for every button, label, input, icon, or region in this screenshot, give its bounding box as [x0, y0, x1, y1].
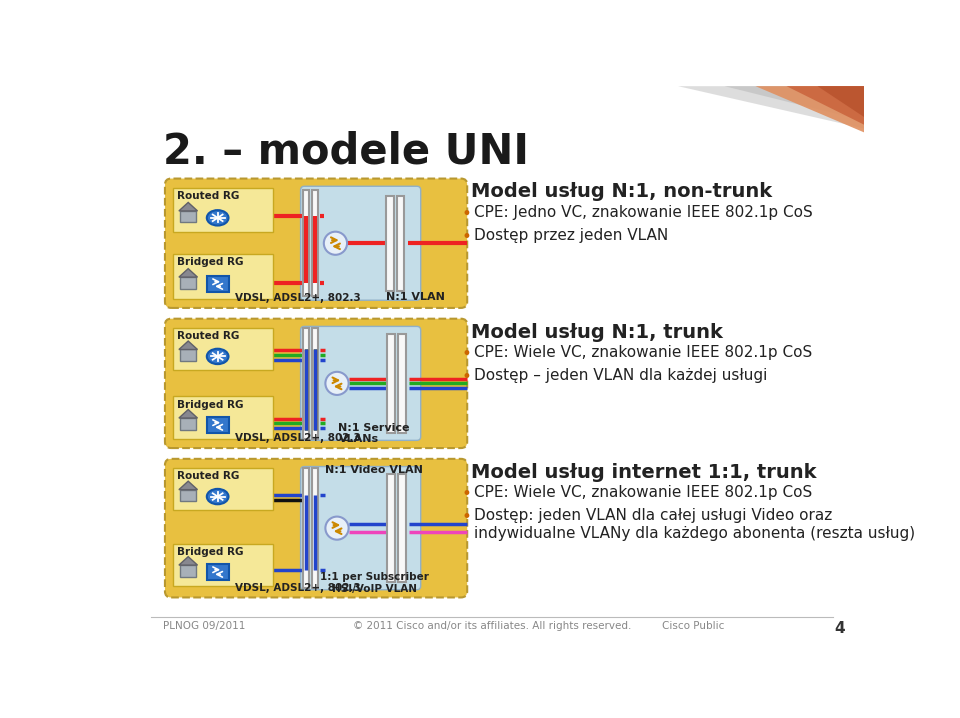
Ellipse shape — [206, 210, 228, 225]
Ellipse shape — [206, 349, 228, 364]
Text: Routed RG: Routed RG — [178, 331, 240, 341]
Bar — [180, 350, 196, 361]
Ellipse shape — [324, 232, 348, 255]
Text: CPE: Jedno VC, znakowanie IEEE 802.1p CoS: CPE: Jedno VC, znakowanie IEEE 802.1p Co… — [474, 205, 813, 220]
FancyBboxPatch shape — [165, 319, 468, 448]
Polygon shape — [179, 409, 198, 418]
Text: N:1 Service
VLANs: N:1 Service VLANs — [339, 423, 410, 444]
Text: Model usług N:1, non-trunk: Model usług N:1, non-trunk — [471, 182, 772, 202]
Bar — [173, 468, 274, 510]
Bar — [386, 195, 394, 291]
Text: Bridged RG: Bridged RG — [178, 257, 244, 267]
Bar — [180, 277, 196, 289]
Text: 2. – modele UNI: 2. – modele UNI — [162, 131, 529, 172]
Text: •: • — [462, 508, 471, 526]
Text: Bridged RG: Bridged RG — [178, 546, 244, 556]
Polygon shape — [662, 86, 864, 132]
Polygon shape — [179, 556, 198, 565]
Text: Routed RG: Routed RG — [178, 191, 240, 201]
Text: Model usług internet 1:1, trunk: Model usług internet 1:1, trunk — [471, 462, 817, 482]
Polygon shape — [179, 341, 198, 350]
Bar — [388, 475, 396, 582]
Text: N:1 Video VLAN: N:1 Video VLAN — [325, 465, 423, 475]
FancyBboxPatch shape — [300, 467, 420, 589]
Text: CPE: Wiele VC, znakowanie IEEE 802.1p CoS: CPE: Wiele VC, znakowanie IEEE 802.1p Co… — [474, 345, 812, 360]
Bar — [173, 396, 274, 439]
Polygon shape — [569, 86, 864, 129]
Text: 4: 4 — [834, 620, 845, 635]
Text: N:1 VLAN: N:1 VLAN — [386, 292, 444, 302]
Bar — [180, 211, 196, 223]
Polygon shape — [693, 86, 864, 125]
Bar — [173, 188, 274, 233]
Bar — [173, 254, 274, 299]
Bar — [206, 564, 228, 579]
Bar — [312, 468, 319, 588]
Text: Model usług N:1, trunk: Model usług N:1, trunk — [471, 322, 723, 342]
Polygon shape — [179, 481, 198, 490]
Text: •: • — [462, 205, 471, 223]
Bar — [206, 276, 228, 292]
Text: Bridged RG: Bridged RG — [178, 399, 244, 409]
Text: Cisco Public: Cisco Public — [662, 620, 725, 630]
Polygon shape — [179, 269, 198, 277]
Bar — [173, 328, 274, 370]
FancyBboxPatch shape — [300, 327, 420, 440]
Bar — [388, 334, 396, 433]
Text: Dostęp: jeden VLAN dla całej usługi Video oraz
indywidualne VLANy dla każdego ab: Dostęp: jeden VLAN dla całej usługi Vide… — [474, 508, 915, 541]
Bar — [398, 475, 406, 582]
Bar — [398, 334, 406, 433]
Text: Dostęp przez jeden VLAN: Dostęp przez jeden VLAN — [474, 228, 668, 243]
Bar — [180, 418, 196, 429]
Polygon shape — [616, 86, 864, 121]
Text: •: • — [462, 485, 471, 503]
Text: PLNOG 09/2011: PLNOG 09/2011 — [162, 620, 245, 630]
Text: Routed RG: Routed RG — [178, 471, 240, 481]
Bar — [180, 565, 196, 577]
Ellipse shape — [325, 516, 348, 540]
Text: •: • — [462, 368, 471, 386]
Text: Dostęp – jeden VLAN dla każdej usługi: Dostęp – jeden VLAN dla każdej usługi — [474, 368, 768, 383]
Text: VDSL, ADSL2+, 802.3: VDSL, ADSL2+, 802.3 — [234, 293, 360, 303]
Ellipse shape — [325, 372, 348, 395]
Polygon shape — [179, 202, 198, 211]
Bar — [312, 328, 319, 439]
Bar — [180, 490, 196, 501]
Text: VDSL, ADSL2+, 802.3: VDSL, ADSL2+, 802.3 — [234, 583, 360, 593]
Text: © 2011 Cisco and/or its affiliates. All rights reserved.: © 2011 Cisco and/or its affiliates. All … — [353, 620, 631, 630]
Bar — [303, 468, 309, 588]
FancyBboxPatch shape — [300, 186, 420, 300]
Bar — [303, 328, 309, 439]
FancyBboxPatch shape — [165, 459, 468, 597]
Bar — [206, 417, 228, 433]
Bar — [312, 190, 319, 297]
Text: •: • — [462, 228, 471, 246]
Bar — [396, 195, 404, 291]
Bar — [303, 190, 309, 297]
Ellipse shape — [206, 489, 228, 504]
FancyBboxPatch shape — [165, 179, 468, 308]
Text: 1:1 per Subscriber
HSI/VoIP VLAN: 1:1 per Subscriber HSI/VoIP VLAN — [320, 572, 428, 594]
Text: •: • — [462, 345, 471, 363]
Text: VDSL, ADSL2+, 802.3: VDSL, ADSL2+, 802.3 — [234, 434, 360, 444]
Bar — [173, 544, 274, 586]
Text: CPE: Wiele VC, znakowanie IEEE 802.1p CoS: CPE: Wiele VC, znakowanie IEEE 802.1p Co… — [474, 485, 812, 500]
Polygon shape — [725, 86, 864, 117]
